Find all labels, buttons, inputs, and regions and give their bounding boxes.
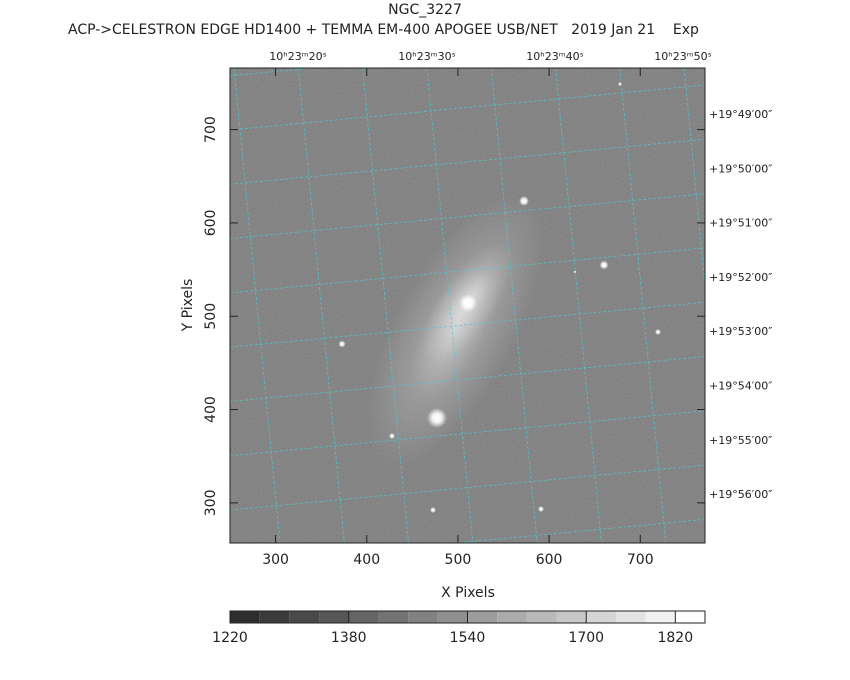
ra-grid-line	[233, 68, 281, 543]
colorbar-tick-label: 1380	[331, 630, 367, 646]
colorbar-segment	[408, 611, 438, 623]
y-tick-label: 500	[203, 303, 219, 330]
ra-label: 10ʰ23ᵐ20ˢ	[269, 50, 326, 63]
star	[538, 506, 544, 512]
ra-grid-line	[619, 68, 667, 543]
ra-label: 10ʰ23ᵐ50ˢ	[654, 50, 711, 63]
dec-grid-line	[230, 138, 705, 185]
colorbar-segment	[289, 611, 320, 623]
chart-subtitle: ACP->CELESTRON EDGE HD1400 + TEMMA EM-40…	[68, 22, 699, 38]
colorbar-segment	[675, 611, 705, 623]
ra-grid-line	[490, 68, 538, 543]
colorbar-segment	[348, 611, 379, 623]
y-tick-label: 300	[203, 490, 219, 517]
dec-label: +19°49′00″	[709, 108, 772, 121]
colorbar-tick-label: 1220	[212, 630, 248, 646]
x-tick-label: 300	[262, 552, 289, 568]
y-tick-label: 400	[203, 396, 219, 423]
stars	[338, 82, 661, 513]
x-tick-label: 600	[536, 552, 563, 568]
star	[599, 260, 609, 270]
colorbar-segment	[467, 611, 498, 623]
star	[655, 329, 661, 335]
colorbar-segment	[497, 611, 527, 623]
star	[338, 340, 346, 348]
star	[573, 270, 577, 274]
colorbar-tick-label: 1700	[568, 630, 604, 646]
dec-grid-line	[451, 519, 705, 543]
ra-grid-line	[297, 68, 345, 543]
dec-grid-line	[230, 464, 705, 511]
ra-grid-line	[555, 68, 602, 543]
star	[430, 507, 436, 513]
y-tick-label: 700	[203, 116, 219, 143]
colorbar-segment	[319, 611, 349, 623]
dec-label: +19°52′00″	[709, 271, 772, 284]
dec-grid-line	[230, 301, 705, 348]
y-axis-label: Y Pixels	[180, 279, 196, 333]
colorbar-segment	[526, 611, 557, 623]
dec-label: +19°55′00″	[709, 434, 772, 447]
y-tick-label: 600	[203, 210, 219, 237]
coordinate-grid	[105, 68, 850, 543]
ra-grid-line	[105, 68, 151, 543]
colorbar-segment	[437, 611, 468, 623]
dec-label: +19°50′00″	[709, 162, 772, 175]
colorbar-segment	[378, 611, 409, 623]
colorbar-segment	[615, 611, 646, 623]
ra-grid-line	[426, 68, 474, 543]
dec-label: +19°56′00″	[709, 488, 772, 501]
star	[427, 408, 447, 428]
colorbar-segment	[645, 611, 676, 623]
colorbar-tick-label: 1540	[450, 630, 486, 646]
image	[105, 68, 850, 543]
colorbar-segment	[259, 611, 290, 623]
plot-frame	[229, 67, 706, 544]
star	[519, 196, 529, 206]
colorbar-tick-label: 1820	[657, 630, 693, 646]
ra-grid-line	[813, 68, 850, 543]
dec-grid-line	[230, 247, 705, 294]
star	[389, 433, 395, 439]
ra-label: 10ʰ23ᵐ40ˢ	[526, 50, 583, 63]
colorbar-segment	[586, 611, 616, 623]
x-axis-label: X Pixels	[441, 585, 495, 601]
colorbar-segment	[556, 611, 587, 623]
x-tick-label: 700	[627, 552, 654, 568]
ra-label: 10ʰ23ᵐ30ˢ	[398, 50, 455, 63]
dec-grid-line	[230, 84, 705, 131]
colorbar-segment	[230, 611, 260, 623]
x-tick-label: 500	[445, 552, 472, 568]
dec-grid-line	[230, 356, 705, 402]
dec-label: +19°54′00″	[709, 380, 772, 393]
dec-label: +19°53′00″	[709, 325, 772, 338]
dec-grid-line	[230, 410, 705, 457]
chart-title: NGC_3227	[388, 2, 462, 18]
dec-grid-line	[230, 193, 705, 239]
x-tick-label: 400	[353, 552, 380, 568]
dec-label: +19°51′00″	[709, 217, 772, 230]
star	[459, 294, 477, 312]
ra-grid-line	[362, 68, 409, 543]
ra-grid-line	[748, 68, 794, 543]
